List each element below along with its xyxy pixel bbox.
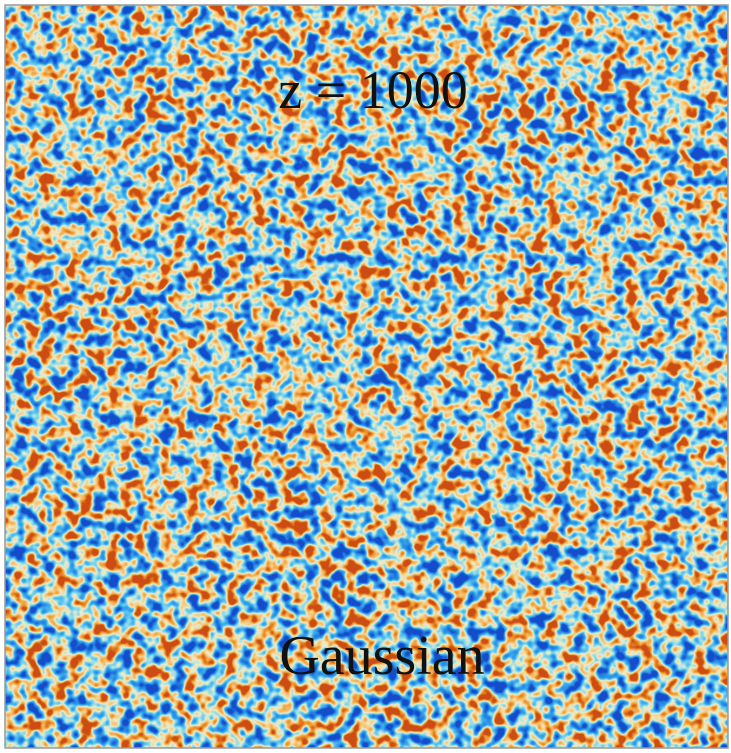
- figure: z = 1000 Gaussian: [0, 0, 731, 753]
- title: z = 1000: [278, 60, 467, 120]
- label: Gaussian: [279, 625, 484, 687]
- page: z = 1000 Gaussian (() => { const data = …: [0, 0, 731, 753]
